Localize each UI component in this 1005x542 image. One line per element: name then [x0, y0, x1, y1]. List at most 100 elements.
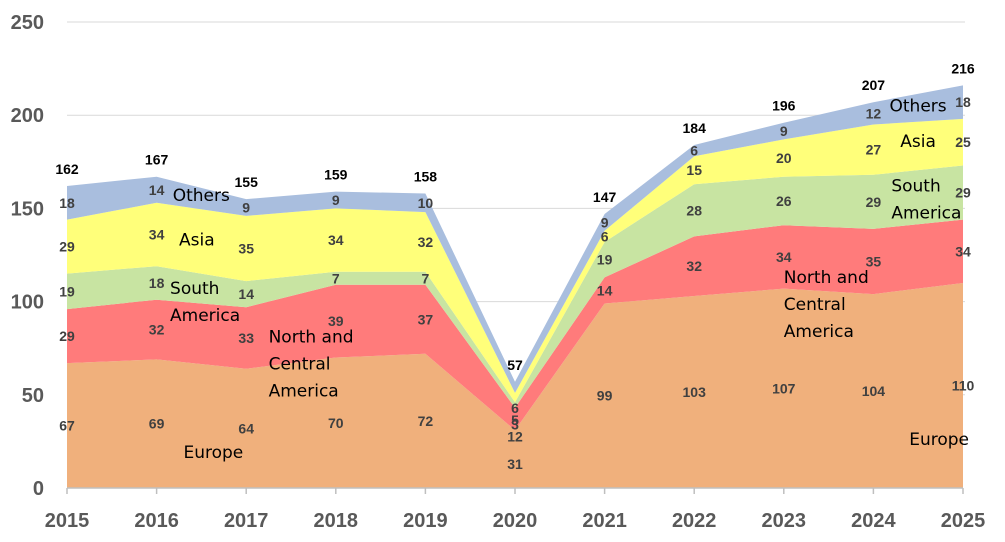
value-label-europe-2022: 103	[683, 384, 707, 400]
total-label-2022: 184	[683, 120, 707, 136]
value-label-others-2020: 6	[511, 400, 519, 416]
value-label-north-and-central-america-2017: 33	[238, 330, 254, 346]
x-tick-2015: 2015	[45, 510, 90, 532]
value-label-asia-2016: 34	[149, 226, 165, 242]
value-label-europe-2015: 67	[59, 418, 75, 434]
series-label-line: South	[170, 279, 219, 299]
value-label-europe-2020: 31	[507, 456, 523, 472]
value-label-north-and-central-america-2020: 12	[507, 429, 523, 445]
series-label-line: America	[269, 382, 339, 402]
series-label-line: Central	[269, 355, 331, 375]
value-label-others-2025: 18	[955, 94, 971, 110]
value-label-asia-2017: 35	[238, 240, 254, 256]
series-label-line: North and	[784, 268, 869, 288]
value-label-europe-2023: 107	[772, 380, 796, 396]
series-label-line: Europe	[183, 443, 243, 463]
x-tick-2022: 2022	[672, 510, 717, 532]
area-others	[67, 85, 963, 393]
value-label-south-america-2020: 3	[511, 417, 519, 433]
value-label-asia-2025: 25	[955, 134, 971, 150]
series-label-europe: Europe	[183, 443, 243, 463]
value-label-south-america-2025: 29	[955, 185, 971, 201]
x-tick-2025: 2025	[941, 510, 986, 532]
value-label-europe-2019: 72	[418, 413, 434, 429]
x-tick-2019: 2019	[403, 510, 448, 532]
value-label-europe-2021: 99	[597, 388, 613, 404]
value-label-asia-2023: 20	[776, 150, 792, 166]
value-label-north-and-central-america-2018: 39	[328, 313, 344, 329]
series-label-asia: Asia	[900, 132, 936, 152]
area-north-and-central-america	[67, 219, 963, 431]
area-europe	[67, 283, 963, 488]
value-label-south-america-2015: 19	[59, 283, 75, 299]
series-label-line: Central	[784, 295, 846, 315]
value-label-south-america-2016: 18	[149, 275, 165, 291]
x-tick-2017: 2017	[224, 510, 269, 532]
value-label-europe-2018: 70	[328, 415, 344, 431]
value-label-south-america-2023: 26	[776, 193, 792, 209]
y-tick-50: 50	[22, 385, 44, 407]
value-label-others-2023: 9	[780, 123, 788, 139]
value-label-asia-2020: 5	[511, 412, 519, 428]
series-name-labels: Europe Europe North and Central America North…	[170, 96, 969, 463]
area-south-america	[67, 165, 963, 408]
value-label-south-america-2018: 7	[332, 270, 340, 286]
value-label-europe-2017: 64	[238, 420, 254, 436]
area-series	[67, 85, 963, 488]
series-label-line: South	[891, 177, 940, 197]
y-tick-0: 0	[33, 478, 44, 500]
total-label-2025: 216	[951, 60, 975, 76]
y-tick-200: 200	[11, 105, 44, 127]
value-label-north-and-central-america-2021: 14	[597, 282, 613, 298]
value-label-north-and-central-america-2019: 37	[418, 311, 434, 327]
value-label-asia-2024: 27	[866, 142, 882, 158]
value-label-others-2018: 9	[332, 192, 340, 208]
x-tick-2016: 2016	[134, 510, 179, 532]
value-label-asia-2019: 32	[418, 234, 434, 250]
series-label-others: Others	[890, 96, 947, 116]
series-label-line: Asia	[900, 132, 936, 152]
area-asia	[67, 118, 963, 403]
value-label-others-2021: 9	[601, 214, 609, 230]
total-label-2021: 147	[593, 189, 617, 205]
total-label-2024: 207	[862, 77, 886, 93]
series-label-line: Europe	[909, 430, 969, 450]
x-tick-2024: 2024	[851, 510, 896, 532]
y-tick-150: 150	[11, 198, 44, 220]
value-label-north-and-central-america-2016: 32	[149, 322, 165, 338]
x-axis-ticks: 2015 2016 2017 2018 2019 2020 2021 2022 2023 2024…	[45, 487, 986, 532]
total-label-2020: 57	[507, 357, 523, 373]
series-label-line: Others	[173, 186, 230, 206]
series-label-south-america: South America	[170, 279, 240, 326]
value-label-others-2022: 6	[690, 143, 698, 159]
value-label-others-2019: 10	[418, 195, 434, 211]
value-label-north-and-central-america-2024: 35	[866, 254, 882, 270]
total-label-2023: 196	[772, 98, 796, 114]
series-label-asia: Asia	[179, 231, 215, 251]
series-label-line: America	[170, 306, 240, 326]
series-label-north-and-central-america: North and Central America	[784, 268, 869, 342]
value-label-asia-2021: 6	[601, 228, 609, 244]
value-label-north-and-central-america-2025: 34	[955, 243, 971, 259]
value-label-south-america-2024: 29	[866, 194, 882, 210]
x-tick-2018: 2018	[314, 510, 359, 532]
total-label-2019: 158	[414, 168, 438, 184]
value-label-others-2024: 12	[866, 105, 882, 121]
series-label-south-america: South America	[891, 177, 961, 224]
x-tick-2021: 2021	[582, 510, 627, 532]
series-label-others: Others	[173, 186, 230, 206]
y-tick-100: 100	[11, 292, 44, 314]
value-label-asia-2015: 29	[59, 239, 75, 255]
x-tick-2020: 2020	[493, 510, 538, 532]
y-axis-ticks: 0 50 100 150 200 250	[11, 12, 44, 500]
series-label-line: America	[891, 204, 961, 224]
x-tick-2023: 2023	[762, 510, 807, 532]
series-label-line: Others	[890, 96, 947, 116]
series-label-line: North and	[269, 328, 354, 348]
value-label-north-and-central-america-2015: 29	[59, 328, 75, 344]
value-label-asia-2018: 34	[328, 232, 344, 248]
value-label-asia-2022: 15	[686, 162, 702, 178]
value-label-south-america-2021: 19	[597, 252, 613, 268]
